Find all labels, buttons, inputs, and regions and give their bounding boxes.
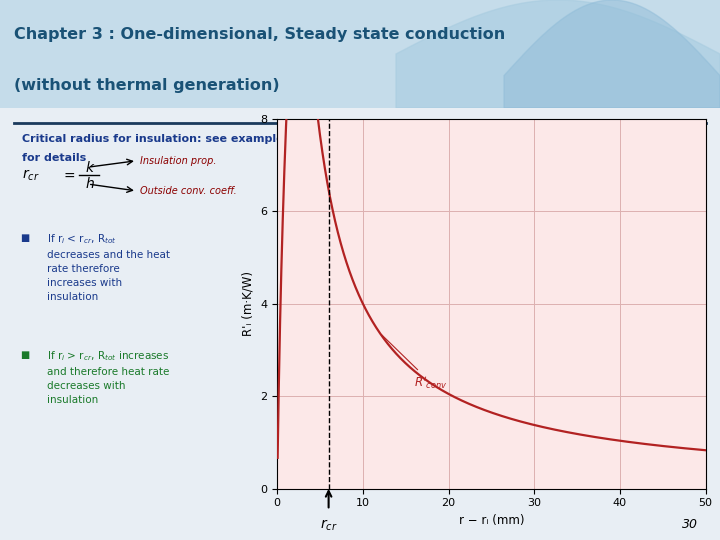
Text: ■: ■ bbox=[20, 350, 30, 360]
Text: $=$: $=$ bbox=[61, 168, 76, 182]
Text: $R'_{cond}$: $R'_{cond}$ bbox=[0, 539, 1, 540]
Text: Critical radius for insulation: see example 3.5 in Textbook: Critical radius for insulation: see exam… bbox=[22, 134, 382, 144]
Text: $k$: $k$ bbox=[85, 160, 96, 175]
Text: $h$: $h$ bbox=[85, 176, 95, 191]
Text: $r_{cr}$: $r_{cr}$ bbox=[22, 167, 39, 183]
Text: Chapter 3 : One-dimensional, Steady state conduction: Chapter 3 : One-dimensional, Steady stat… bbox=[14, 27, 505, 42]
Text: (without thermal generation): (without thermal generation) bbox=[14, 78, 280, 93]
X-axis label: r − rᵢ (mm): r − rᵢ (mm) bbox=[459, 514, 524, 527]
Polygon shape bbox=[396, 0, 720, 108]
Text: for details: for details bbox=[22, 153, 86, 164]
Text: If r$_i$ < r$_{cr}$, R$_{tot}$
decreases and the heat
rate therefore
increases w: If r$_i$ < r$_{cr}$, R$_{tot}$ decreases… bbox=[47, 232, 170, 302]
Y-axis label: R'ᵢ (m·K/W): R'ᵢ (m·K/W) bbox=[242, 271, 255, 336]
Text: $R'_{tot}$: $R'_{tot}$ bbox=[0, 539, 1, 540]
Text: 30: 30 bbox=[683, 518, 698, 531]
Polygon shape bbox=[504, 0, 720, 108]
Text: Insulation prop.: Insulation prop. bbox=[140, 156, 217, 166]
Text: If r$_i$ > r$_{cr}$, R$_{tot}$ increases
and therefore heat rate
decreases with
: If r$_i$ > r$_{cr}$, R$_{tot}$ increases… bbox=[47, 349, 169, 405]
Text: $r_{cr}$: $r_{cr}$ bbox=[320, 517, 338, 533]
Text: ■: ■ bbox=[20, 233, 30, 244]
Text: $R'_{conv}$: $R'_{conv}$ bbox=[382, 335, 448, 391]
Text: Outside conv. coeff.: Outside conv. coeff. bbox=[140, 186, 237, 196]
